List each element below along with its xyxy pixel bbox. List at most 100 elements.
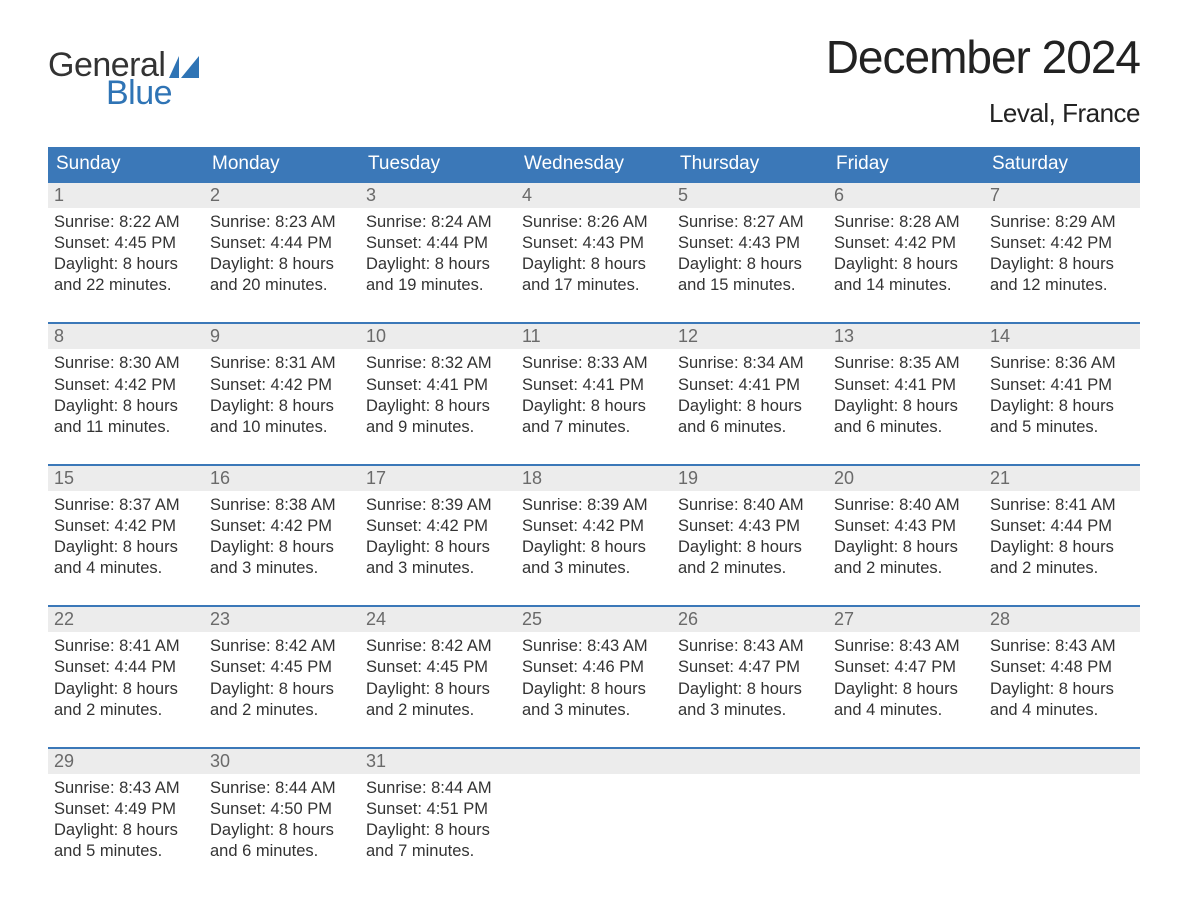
sunset-line: Sunset: 4:44 PM — [54, 657, 198, 678]
sunset-line: Sunset: 4:44 PM — [210, 233, 354, 254]
day-body: Sunrise: 8:40 AMSunset: 4:43 PMDaylight:… — [828, 491, 984, 585]
day-body: Sunrise: 8:43 AMSunset: 4:48 PMDaylight:… — [984, 632, 1140, 726]
calendar-day: 19Sunrise: 8:40 AMSunset: 4:43 PMDayligh… — [672, 466, 828, 585]
daylight-line2: and 6 minutes. — [834, 417, 978, 438]
sunrise-line: Sunrise: 8:39 AM — [366, 495, 510, 516]
day-number: 17 — [360, 466, 516, 491]
daylight-line2: and 2 minutes. — [54, 700, 198, 721]
daylight-line2: and 3 minutes. — [522, 700, 666, 721]
daylight-line2: and 7 minutes. — [522, 417, 666, 438]
day-number — [516, 749, 672, 774]
day-body: Sunrise: 8:32 AMSunset: 4:41 PMDaylight:… — [360, 349, 516, 443]
daylight-line1: Daylight: 8 hours — [834, 396, 978, 417]
day-number — [828, 749, 984, 774]
sunset-line: Sunset: 4:47 PM — [678, 657, 822, 678]
day-body — [672, 774, 828, 854]
day-number: 2 — [204, 183, 360, 208]
sunset-line: Sunset: 4:45 PM — [366, 657, 510, 678]
day-body: Sunrise: 8:43 AMSunset: 4:49 PMDaylight:… — [48, 774, 204, 868]
daylight-line1: Daylight: 8 hours — [522, 537, 666, 558]
calendar-day — [672, 749, 828, 868]
calendar-day: 29Sunrise: 8:43 AMSunset: 4:49 PMDayligh… — [48, 749, 204, 868]
calendar-day: 4Sunrise: 8:26 AMSunset: 4:43 PMDaylight… — [516, 183, 672, 302]
daylight-line1: Daylight: 8 hours — [366, 254, 510, 275]
sunset-line: Sunset: 4:45 PM — [210, 657, 354, 678]
calendar-week: 29Sunrise: 8:43 AMSunset: 4:49 PMDayligh… — [48, 747, 1140, 868]
day-number: 21 — [984, 466, 1140, 491]
daylight-line2: and 5 minutes. — [990, 417, 1134, 438]
sunset-line: Sunset: 4:42 PM — [522, 516, 666, 537]
sunrise-line: Sunrise: 8:40 AM — [834, 495, 978, 516]
daylight-line2: and 4 minutes. — [54, 558, 198, 579]
daylight-line1: Daylight: 8 hours — [678, 679, 822, 700]
sunrise-line: Sunrise: 8:41 AM — [54, 636, 198, 657]
day-body — [984, 774, 1140, 854]
daylight-line1: Daylight: 8 hours — [54, 679, 198, 700]
calendar-day: 7Sunrise: 8:29 AMSunset: 4:42 PMDaylight… — [984, 183, 1140, 302]
daylight-line2: and 3 minutes. — [366, 558, 510, 579]
daylight-line1: Daylight: 8 hours — [366, 820, 510, 841]
sunset-line: Sunset: 4:47 PM — [834, 657, 978, 678]
sunrise-line: Sunrise: 8:26 AM — [522, 212, 666, 233]
calendar-day: 6Sunrise: 8:28 AMSunset: 4:42 PMDaylight… — [828, 183, 984, 302]
sunset-line: Sunset: 4:48 PM — [990, 657, 1134, 678]
sunset-line: Sunset: 4:42 PM — [54, 516, 198, 537]
sunset-line: Sunset: 4:44 PM — [990, 516, 1134, 537]
sunset-line: Sunset: 4:42 PM — [210, 516, 354, 537]
calendar-day: 16Sunrise: 8:38 AMSunset: 4:42 PMDayligh… — [204, 466, 360, 585]
sunset-line: Sunset: 4:41 PM — [990, 375, 1134, 396]
sunset-line: Sunset: 4:42 PM — [210, 375, 354, 396]
daylight-line1: Daylight: 8 hours — [990, 254, 1134, 275]
day-number: 26 — [672, 607, 828, 632]
day-number: 29 — [48, 749, 204, 774]
calendar-week: 22Sunrise: 8:41 AMSunset: 4:44 PMDayligh… — [48, 605, 1140, 726]
day-number: 15 — [48, 466, 204, 491]
day-body: Sunrise: 8:38 AMSunset: 4:42 PMDaylight:… — [204, 491, 360, 585]
sunrise-line: Sunrise: 8:43 AM — [54, 778, 198, 799]
calendar-day: 12Sunrise: 8:34 AMSunset: 4:41 PMDayligh… — [672, 324, 828, 443]
daylight-line2: and 2 minutes. — [210, 700, 354, 721]
daylight-line2: and 2 minutes. — [834, 558, 978, 579]
daylight-line2: and 10 minutes. — [210, 417, 354, 438]
day-number: 28 — [984, 607, 1140, 632]
daylight-line2: and 9 minutes. — [366, 417, 510, 438]
daylight-line1: Daylight: 8 hours — [210, 396, 354, 417]
daylight-line2: and 3 minutes. — [210, 558, 354, 579]
day-number: 13 — [828, 324, 984, 349]
daylight-line2: and 6 minutes. — [678, 417, 822, 438]
calendar-week: 1Sunrise: 8:22 AMSunset: 4:45 PMDaylight… — [48, 181, 1140, 302]
day-number: 8 — [48, 324, 204, 349]
day-number: 24 — [360, 607, 516, 632]
day-number: 12 — [672, 324, 828, 349]
calendar-day: 1Sunrise: 8:22 AMSunset: 4:45 PMDaylight… — [48, 183, 204, 302]
day-body: Sunrise: 8:43 AMSunset: 4:46 PMDaylight:… — [516, 632, 672, 726]
day-number — [672, 749, 828, 774]
day-number: 30 — [204, 749, 360, 774]
calendar-day: 22Sunrise: 8:41 AMSunset: 4:44 PMDayligh… — [48, 607, 204, 726]
sunset-line: Sunset: 4:42 PM — [54, 375, 198, 396]
day-body: Sunrise: 8:44 AMSunset: 4:50 PMDaylight:… — [204, 774, 360, 868]
day-number — [984, 749, 1140, 774]
daylight-line1: Daylight: 8 hours — [210, 820, 354, 841]
calendar-day: 28Sunrise: 8:43 AMSunset: 4:48 PMDayligh… — [984, 607, 1140, 726]
daylight-line2: and 2 minutes. — [366, 700, 510, 721]
calendar-day: 25Sunrise: 8:43 AMSunset: 4:46 PMDayligh… — [516, 607, 672, 726]
weekday-header: Friday — [828, 147, 984, 181]
sunrise-line: Sunrise: 8:42 AM — [366, 636, 510, 657]
day-body: Sunrise: 8:30 AMSunset: 4:42 PMDaylight:… — [48, 349, 204, 443]
calendar-day: 24Sunrise: 8:42 AMSunset: 4:45 PMDayligh… — [360, 607, 516, 726]
calendar-day: 15Sunrise: 8:37 AMSunset: 4:42 PMDayligh… — [48, 466, 204, 585]
sunrise-line: Sunrise: 8:33 AM — [522, 353, 666, 374]
calendar-day: 8Sunrise: 8:30 AMSunset: 4:42 PMDaylight… — [48, 324, 204, 443]
daylight-line2: and 3 minutes. — [678, 700, 822, 721]
sunrise-line: Sunrise: 8:23 AM — [210, 212, 354, 233]
day-body: Sunrise: 8:43 AMSunset: 4:47 PMDaylight:… — [672, 632, 828, 726]
daylight-line1: Daylight: 8 hours — [834, 254, 978, 275]
sunset-line: Sunset: 4:44 PM — [366, 233, 510, 254]
day-body: Sunrise: 8:24 AMSunset: 4:44 PMDaylight:… — [360, 208, 516, 302]
daylight-line1: Daylight: 8 hours — [990, 679, 1134, 700]
weekday-header: Saturday — [984, 147, 1140, 181]
day-body: Sunrise: 8:29 AMSunset: 4:42 PMDaylight:… — [984, 208, 1140, 302]
sunrise-line: Sunrise: 8:43 AM — [522, 636, 666, 657]
flag-icon — [169, 56, 199, 78]
